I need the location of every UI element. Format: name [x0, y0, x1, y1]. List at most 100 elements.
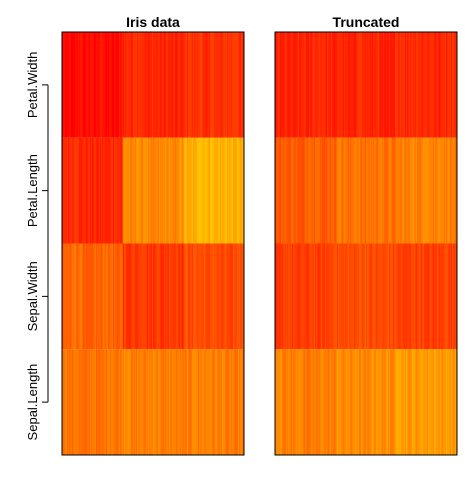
- heatmap-cell: [65, 32, 68, 138]
- heatmap-cell: [201, 32, 204, 138]
- heatmap-cell: [241, 32, 244, 138]
- heatmap-cell: [423, 349, 425, 455]
- heatmap-cell: [330, 349, 333, 455]
- heatmap-cell: [282, 32, 284, 138]
- heatmap-cell: [407, 32, 409, 138]
- heatmap-cell: [121, 32, 124, 138]
- heatmap-cell: [430, 243, 432, 350]
- heatmap-cell: [313, 137, 316, 244]
- heatmap-cell: [163, 137, 166, 244]
- heatmap-cell: [341, 32, 344, 138]
- heatmap-cell: [401, 137, 403, 244]
- heatmap-cell: [305, 137, 307, 244]
- heatmap-cell: [144, 349, 147, 455]
- heatmap-cell: [239, 32, 241, 138]
- heatmap-cell: [420, 32, 423, 138]
- heatmap-cell: [114, 137, 116, 244]
- heatmap-cell: [70, 349, 73, 455]
- heatmap-cell: [171, 32, 173, 138]
- heatmap-cell: [403, 32, 406, 138]
- heatmap-cell: [432, 349, 435, 455]
- heatmap-cell: [66, 32, 69, 138]
- heatmap-cell: [437, 32, 440, 138]
- heatmap-cell: [379, 349, 381, 455]
- heatmap-cell: [440, 32, 442, 138]
- heatmap-cell: [103, 349, 105, 455]
- heatmap-cell: [184, 243, 187, 350]
- heatmap-cell: [131, 137, 133, 244]
- heatmap-cell: [85, 32, 87, 138]
- heatmap-cell: [127, 243, 130, 350]
- heatmap-cell: [380, 349, 383, 455]
- heatmap-cell: [143, 349, 145, 455]
- heatmap-cell: [108, 137, 110, 244]
- heatmap-cell: [81, 349, 83, 455]
- heatmap-cell: [454, 137, 457, 244]
- heatmap-cell: [95, 349, 98, 455]
- heatmap-cell: [93, 243, 96, 350]
- heatmap-cell: [212, 349, 215, 455]
- heatmap-cell: [105, 137, 108, 244]
- heatmap-cell: [312, 349, 315, 455]
- heatmap-cell: [444, 137, 447, 244]
- heatmap-cell: [186, 137, 189, 244]
- heatmap-cell: [114, 349, 116, 455]
- heatmap-cell: [138, 32, 140, 138]
- heatmap-cell: [435, 349, 437, 455]
- heatmap-cell: [157, 137, 160, 244]
- heatmap-cell: [62, 243, 64, 350]
- heatmap-cell: [397, 349, 400, 455]
- heatmap-cell: [97, 243, 99, 350]
- heatmap-cell: [91, 243, 93, 350]
- heatmap-cell: [122, 243, 125, 350]
- heatmap-cell: [197, 137, 200, 244]
- heatmap-cell: [182, 243, 184, 350]
- heatmap-cell: [304, 349, 306, 455]
- heatmap-cell: [166, 349, 168, 455]
- heatmap-cell: [413, 243, 415, 350]
- heatmap-cell: [429, 32, 431, 138]
- heatmap-cell: [168, 243, 171, 350]
- heatmap-cell: [432, 243, 435, 350]
- heatmap-cell: [352, 243, 355, 350]
- heatmap-cell: [211, 32, 213, 138]
- heatmap-cell: [342, 243, 345, 350]
- heatmap-cell: [184, 137, 187, 244]
- heatmap-cell: [182, 137, 184, 244]
- heatmap-cell: [321, 137, 323, 244]
- heatmap-cell: [362, 32, 364, 138]
- heatmap-cell: [306, 32, 309, 138]
- heatmap-cell: [218, 243, 221, 350]
- heatmap-cell: [224, 243, 227, 350]
- heatmap-cell: [92, 243, 94, 350]
- heatmap-cell: [98, 32, 100, 138]
- heatmap-cell: [450, 243, 453, 350]
- heatmap-cell: [217, 349, 219, 455]
- heatmap-cell: [65, 137, 68, 244]
- heatmap-cell: [166, 243, 168, 350]
- heatmap-cell: [200, 137, 202, 244]
- heatmap-cell: [291, 243, 294, 350]
- heatmap-cell: [197, 243, 200, 350]
- heatmap-cell: [432, 32, 435, 138]
- heatmap-cell: [381, 349, 384, 455]
- heatmap-cell: [382, 349, 385, 455]
- heatmap-cell: [366, 243, 368, 350]
- heatmap-cell: [133, 32, 136, 138]
- heatmap-cell: [282, 349, 284, 455]
- heatmap-cell: [319, 137, 322, 244]
- heatmap-cell: [444, 243, 447, 350]
- heatmap-cell: [203, 243, 206, 350]
- heatmap-cell: [364, 349, 367, 455]
- heatmap-cell: [370, 137, 373, 244]
- heatmap-cell: [129, 137, 132, 244]
- heatmap-cell: [103, 243, 105, 350]
- heatmap-cell: [301, 137, 304, 244]
- heatmap-cell: [275, 32, 277, 138]
- heatmap-cell: [293, 32, 295, 138]
- heatmap-cell: [131, 32, 133, 138]
- heatmap-cell: [283, 243, 286, 350]
- heatmap-cell: [128, 349, 131, 455]
- heatmap-cell: [112, 32, 115, 138]
- heatmap-cell: [229, 137, 231, 244]
